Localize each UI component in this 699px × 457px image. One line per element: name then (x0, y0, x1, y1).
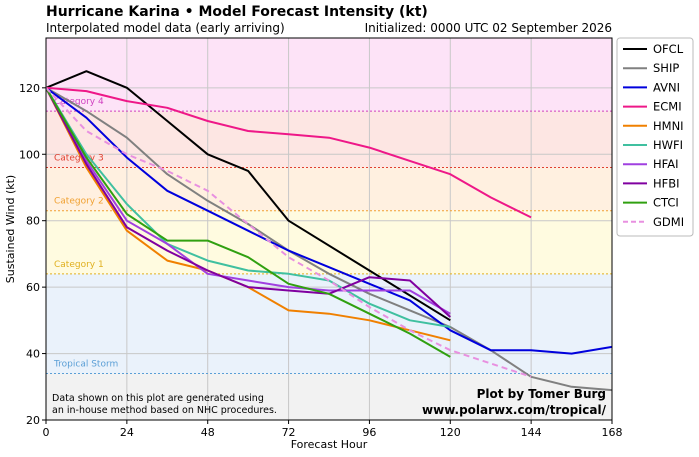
legend-label-hmni: HMNI (653, 119, 684, 133)
credit-line1: Plot by Tomer Burg (477, 387, 606, 401)
plot-frame (45, 37, 613, 421)
category-label: Category 3 (54, 154, 104, 164)
x-tick-label: 72 (282, 426, 296, 439)
band-below-ts (46, 373, 612, 420)
legend-label-gdmi: GDMI (653, 215, 684, 229)
x-tick-label: 168 (602, 426, 623, 439)
legend-label-ofcl: OFCL (653, 42, 684, 56)
y-axis-label: Sustained Wind (kt) (4, 175, 17, 283)
series-ecmi (46, 86, 532, 219)
legend: OFCL SHIP AVNI ECMI HMNI HWFI HFAI HFBI CTCI GDMI (616, 37, 694, 237)
x-tick-label: 96 (362, 426, 376, 439)
x-tick-label: 120 (440, 426, 461, 439)
x-tick-label: 48 (201, 426, 215, 439)
legend-label-ctci: CTCI (653, 196, 679, 210)
x-tick-label: 24 (120, 426, 134, 439)
legend-label-avni: AVNI (653, 80, 680, 94)
legend-label-hwfi: HWFI (653, 138, 683, 152)
series-avni (46, 86, 612, 355)
band-2 (46, 167, 612, 211)
series-gdmi (46, 87, 532, 378)
x-tick-label: 144 (521, 426, 542, 439)
band-3 (46, 111, 612, 168)
y-tick-label: 80 (26, 215, 40, 228)
legend-label-ship: SHIP (653, 61, 679, 75)
initialized-time: Initialized: 0000 UTC 02 September 2026 (364, 21, 612, 35)
band-1 (46, 210, 612, 274)
y-tick-label: 20 (26, 414, 40, 427)
series-ctci (46, 87, 451, 358)
x-axis-label: Forecast Hour (291, 438, 368, 451)
x-tick-label: 0 (43, 426, 50, 439)
series-hfbi (46, 87, 451, 318)
chart-subtitle: Interpolated model data (early arriving) (46, 21, 285, 35)
y-tick-label: 100 (19, 148, 40, 161)
legend-label-ecmi: ECMI (653, 100, 682, 114)
band-4 (46, 38, 612, 112)
category-label: Category 1 (54, 260, 104, 270)
y-tick-label: 120 (19, 82, 40, 95)
band-0 (46, 273, 612, 374)
category-label: Tropical Storm (53, 359, 118, 369)
y-tick-label: 60 (26, 281, 40, 294)
disclaimer-line1: Data shown on this plot are generated us… (52, 393, 264, 404)
credit-line2: www.polarwx.com/tropical/ (422, 403, 607, 417)
category-label: Category 4 (54, 97, 104, 107)
chart-title: Hurricane Karina • Model Forecast Intens… (46, 4, 428, 20)
series-ship (46, 86, 612, 392)
series-ofcl (46, 70, 451, 322)
series-hfai (46, 87, 451, 315)
category-label: Category 2 (54, 197, 104, 207)
legend-label-hfbi: HFBI (653, 176, 680, 190)
series-hwfi (46, 87, 451, 328)
y-tick-label: 40 (26, 348, 40, 361)
legend-label-hfai: HFAI (653, 157, 678, 171)
disclaimer-line2: an in-house method based on NHC procedur… (52, 405, 277, 416)
